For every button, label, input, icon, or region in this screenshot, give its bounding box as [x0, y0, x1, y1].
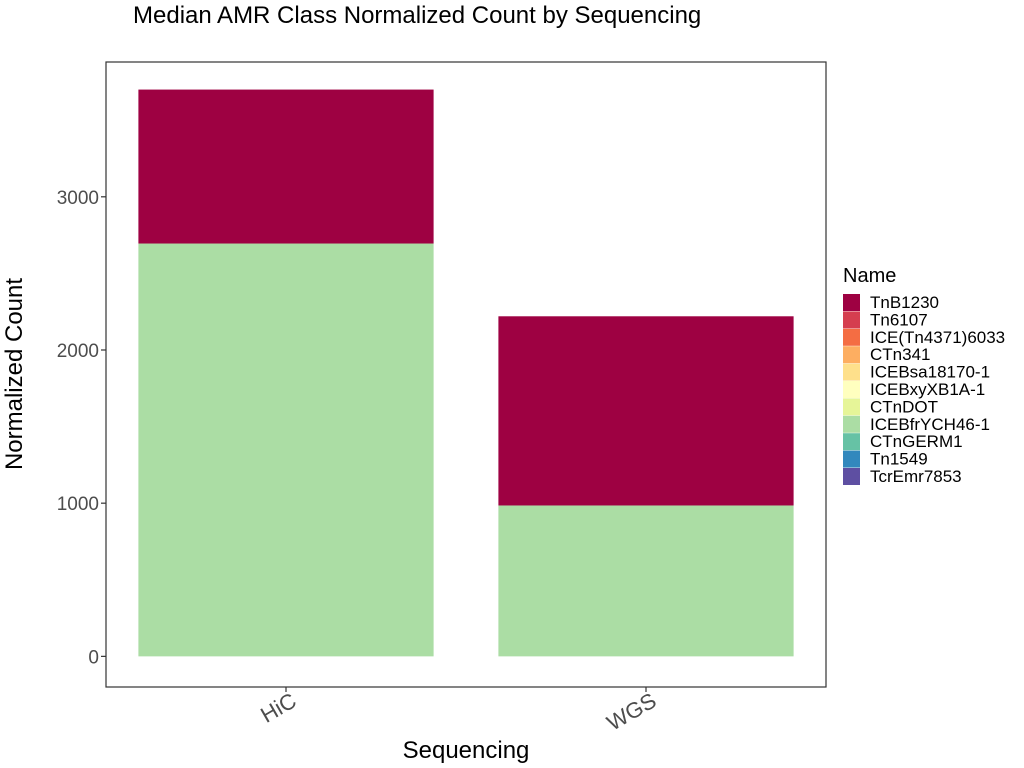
y-axis: 0 1000 2000 3000 [57, 188, 106, 668]
legend-label: TnB1230 [870, 293, 939, 312]
legend-swatch [843, 328, 860, 346]
legend-label: ICEBxyXB1A-1 [870, 380, 985, 399]
x-axis-title: Sequencing [403, 737, 530, 764]
legend-swatch [843, 381, 860, 398]
legend-swatch [843, 346, 860, 364]
legend-label: CTnDOT [870, 397, 938, 416]
legend-label: CTn341 [870, 345, 930, 364]
chart-title: Median AMR Class Normalized Count by Seq… [133, 2, 701, 29]
bar-hic-icebfrych46-1 [138, 243, 434, 657]
legend-title: Name [843, 265, 896, 287]
bar-hic-tnb1230 [138, 89, 434, 244]
legend-label: Tn6107 [870, 310, 928, 329]
legend-label: ICE(Tn4371)6033 [870, 328, 1005, 347]
y-tick-label: 0 [88, 647, 99, 668]
legend: Name TnB1230Tn6107ICE(Tn4371)6033CTn341I… [843, 265, 1005, 486]
legend-swatch [843, 398, 860, 416]
x-tick-label: WGS [602, 688, 660, 736]
y-axis-title: Normalized Count [1, 278, 28, 470]
legend-swatch [843, 311, 860, 329]
legend-label: CTnGERM1 [870, 432, 963, 451]
legend-label: Tn1549 [870, 450, 928, 469]
x-tick-label: HiC [256, 688, 300, 728]
legend-items: TnB1230Tn6107ICE(Tn4371)6033CTn341ICEBsa… [843, 293, 1005, 486]
legend-swatch [843, 433, 860, 451]
bar-wgs-icebfrych46-1 [498, 505, 794, 657]
legend-swatch [843, 363, 860, 381]
y-tick-label: 3000 [57, 188, 99, 209]
legend-swatch [843, 294, 860, 311]
y-tick-label: 1000 [57, 494, 99, 515]
legend-swatch [843, 468, 860, 485]
legend-label: ICEBsa18170-1 [870, 363, 990, 382]
legend-label: ICEBfrYCH46-1 [870, 415, 990, 434]
legend-swatch [843, 415, 860, 433]
legend-label: TcrEmr7853 [870, 467, 962, 486]
bars-group [138, 89, 794, 657]
x-axis: HiC WGS [256, 687, 661, 736]
y-tick-label: 2000 [57, 341, 99, 362]
bar-wgs-tnb1230 [498, 316, 794, 506]
legend-swatch [843, 450, 860, 468]
